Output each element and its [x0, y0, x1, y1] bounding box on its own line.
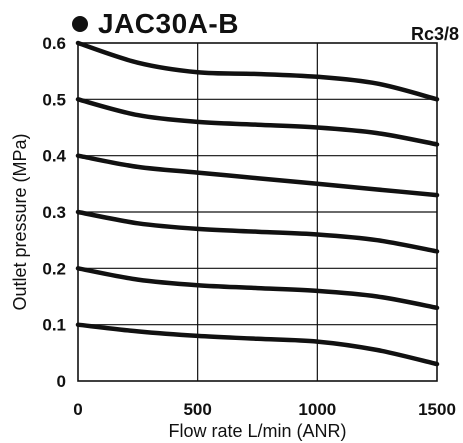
y-tick-label: 0.1	[42, 316, 66, 335]
y-tick-label: 0.5	[42, 90, 66, 109]
y-axis-label: Outlet pressure (MPa)	[10, 133, 30, 310]
series-line	[75, 266, 440, 311]
tick-labels: 0 500 1000 1500 0 0.1 0.2 0.3 0.4 0.5 0.6	[42, 34, 456, 419]
series-line	[75, 40, 440, 102]
x-tick-label: 1000	[298, 400, 336, 419]
bullet-icon	[72, 16, 88, 32]
y-tick-label: 0.3	[42, 203, 66, 222]
series-line	[75, 209, 440, 254]
y-tick-label: 0.4	[42, 147, 66, 166]
series-group	[75, 40, 440, 367]
x-axis-label: Flow rate L/min (ANR)	[168, 421, 346, 441]
chart-title-row: JAC30A-B	[72, 6, 239, 42]
series-line	[75, 322, 440, 367]
chart-title: JAC30A-B	[98, 8, 239, 39]
x-tick-label: 500	[183, 400, 211, 419]
series-line	[75, 153, 440, 198]
series-line	[75, 97, 440, 147]
x-tick-label: 1500	[418, 400, 456, 419]
y-tick-label: 0	[57, 372, 66, 391]
y-tick-label: 0.2	[42, 259, 66, 278]
x-tick-label: 0	[73, 400, 82, 419]
y-tick-label: 0.6	[42, 34, 66, 53]
chart-subtitle: Rc3/8	[410, 24, 459, 44]
